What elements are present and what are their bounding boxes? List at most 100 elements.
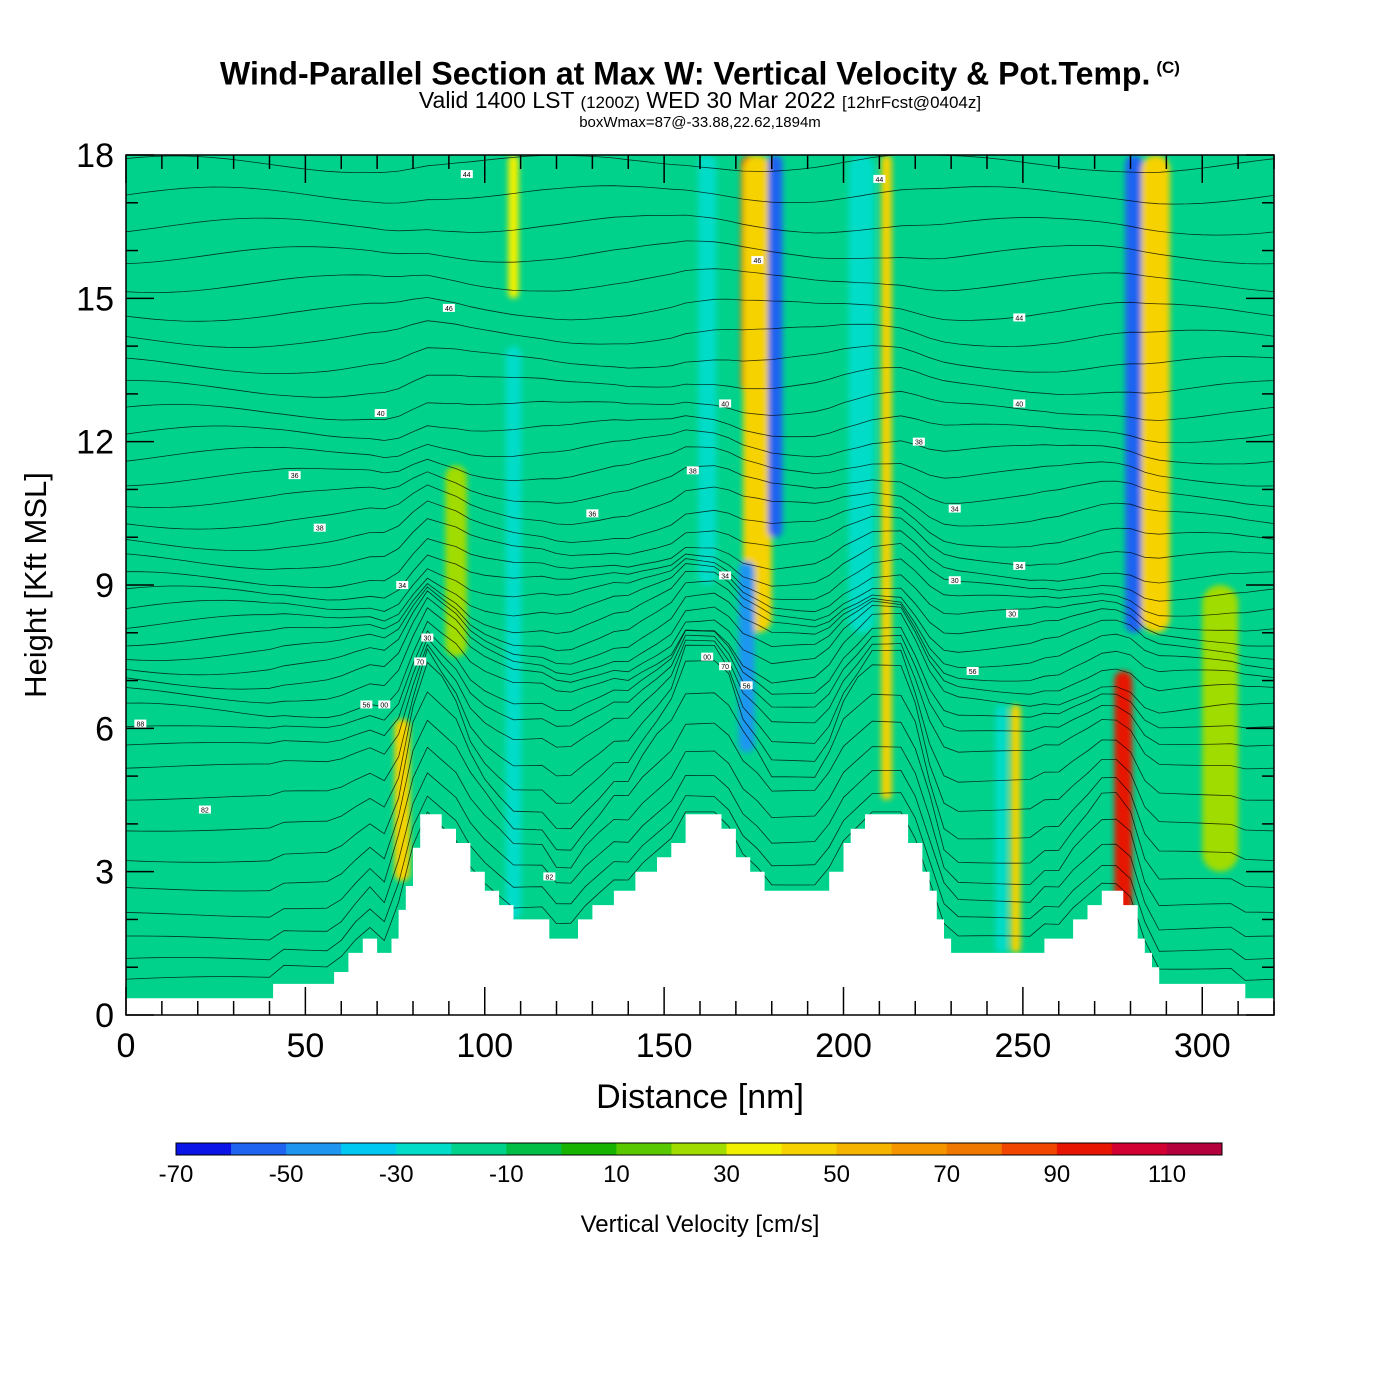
- contour-label-bg: [442, 303, 455, 312]
- w-feature-5: [848, 155, 874, 633]
- w-feature-10: [995, 704, 1008, 953]
- contour-label-bg: [751, 256, 764, 265]
- colorbar-tick-label: 110: [1148, 1161, 1186, 1188]
- y-tick-label: 6: [95, 710, 114, 748]
- isentrope-18: [126, 558, 1274, 617]
- contour-label-text: 34: [398, 583, 406, 590]
- contour-label-text: 82: [201, 808, 209, 815]
- contour-label-text: 88: [136, 722, 144, 729]
- y-tick-label: 0: [95, 997, 114, 1035]
- contour-label-text: 36: [588, 511, 596, 518]
- isentrope-5: [126, 691, 1274, 863]
- x-tick-label: 100: [456, 1027, 513, 1065]
- colorbar-swatch: [561, 1143, 617, 1155]
- isentrope-30: [126, 345, 1274, 375]
- title-block: Wind-Parallel Section at Max W: Vertical…: [0, 48, 1400, 131]
- colorbar: -70 -50 -30 -10 10 30 50 70 90 110: [159, 1142, 1223, 1188]
- contour-label-text: 34: [951, 507, 959, 514]
- contour-label-3: 38: [313, 523, 326, 533]
- colorbar-tick-label: -30: [379, 1161, 414, 1188]
- contour-label-20: 46: [751, 256, 764, 265]
- colorbar-swatch: [1001, 1143, 1058, 1155]
- contour-label-text: 82: [545, 874, 553, 881]
- contour-label-text: 44: [875, 177, 883, 184]
- contour-label-18: 70: [719, 662, 732, 671]
- contour-label-0: 88: [134, 719, 147, 729]
- isentrope-16: [126, 570, 1274, 647]
- contour-label-text: 30: [951, 578, 959, 585]
- isentrope-13: [126, 596, 1274, 690]
- isentrope-21: [126, 515, 1274, 570]
- w-feature-1: [743, 155, 772, 633]
- contour-label-text: 56: [362, 702, 370, 709]
- colorbar-tick-label: 50: [823, 1161, 850, 1188]
- colorbar-label: Vertical Velocity [cm/s]: [581, 1211, 820, 1238]
- contour-label-2: 36: [288, 471, 301, 480]
- isentrope-9: [126, 634, 1274, 747]
- isentrope-7: [126, 644, 1274, 801]
- y-tick-label: 3: [95, 854, 114, 892]
- contour-label-bg: [586, 509, 599, 518]
- colorbar-swatch: [616, 1143, 672, 1155]
- contour-label-12: 36: [586, 509, 599, 518]
- terrain-mask: [126, 814, 1274, 1015]
- contour-label-text: 40: [1015, 401, 1023, 408]
- isentrope-20: [126, 530, 1274, 589]
- contour-label-23: 34: [948, 504, 961, 514]
- isentrope-29: [126, 367, 1274, 398]
- contour-label-bg: [198, 805, 211, 814]
- contour-label-bg: [948, 504, 961, 513]
- contour-label-bg: [374, 409, 387, 417]
- isentrope-23: [126, 484, 1274, 530]
- contour-label-text: 00: [703, 655, 711, 662]
- contour-label-text: 30: [1008, 612, 1016, 619]
- contour-label-5: 34: [396, 581, 409, 590]
- colorbar-swatch: [726, 1143, 783, 1155]
- contour-label-29: 30: [1006, 609, 1019, 619]
- w-feature-9: [1010, 704, 1021, 953]
- y-tick-label: 18: [76, 137, 114, 175]
- contour-label-7: 70: [414, 657, 427, 666]
- x-tick-label: 0: [117, 1027, 136, 1065]
- contour-label-text: 38: [689, 468, 697, 475]
- contour-label-bg: [686, 466, 699, 475]
- contour-label-bg: [134, 719, 147, 728]
- colorbar-swatch: [396, 1143, 452, 1155]
- contour-label-bg: [313, 523, 326, 532]
- isentrope-1: [126, 792, 1274, 961]
- colorbar-swatch: [176, 1143, 232, 1155]
- w-feature-3: [738, 561, 755, 753]
- contour-label-bg: [912, 437, 925, 446]
- contour-label-bg: [360, 700, 373, 709]
- x-tick-label: 250: [995, 1027, 1052, 1065]
- contour-label-bg: [740, 681, 753, 690]
- isentrope-12: [126, 604, 1274, 704]
- colorbar-tick-label: 10: [603, 1161, 630, 1188]
- colorbar-swatch: [946, 1143, 1003, 1155]
- contour-label-4: 40: [374, 409, 387, 418]
- w-feature-15: [1202, 585, 1239, 872]
- isentrope-8: [126, 639, 1274, 770]
- colorbar-tick-label: 90: [1043, 1161, 1070, 1188]
- isentrope-32: [126, 297, 1274, 322]
- contour-label-text: 38: [316, 526, 324, 533]
- isentrope-3: [126, 746, 1274, 918]
- y-axis-label: Height [Kft MSL]: [18, 472, 53, 698]
- contour-label-1: 82: [198, 805, 211, 815]
- isentrope-10: [126, 626, 1274, 729]
- colorbar-tick-label: 70: [933, 1161, 960, 1188]
- contour-label-text: 36: [291, 473, 299, 480]
- contour-label-text: 38: [915, 440, 923, 447]
- w-feature-13: [508, 155, 519, 299]
- chart-title-text: Wind-Parallel Section at Max W: Vertical…: [220, 55, 1151, 92]
- isentrope-31: [126, 320, 1274, 348]
- isentrope-25: [126, 446, 1274, 487]
- x-axis-label: Distance [nm]: [596, 1078, 804, 1116]
- contour-label-bg: [948, 576, 961, 585]
- copyright-mark: (C): [1156, 58, 1180, 77]
- colorbar-swatch: [506, 1143, 562, 1155]
- w-feature-4: [881, 155, 892, 800]
- contour-label-bg: [414, 657, 427, 666]
- isentrope-33: [126, 268, 1274, 294]
- isentrope-19: [126, 543, 1274, 602]
